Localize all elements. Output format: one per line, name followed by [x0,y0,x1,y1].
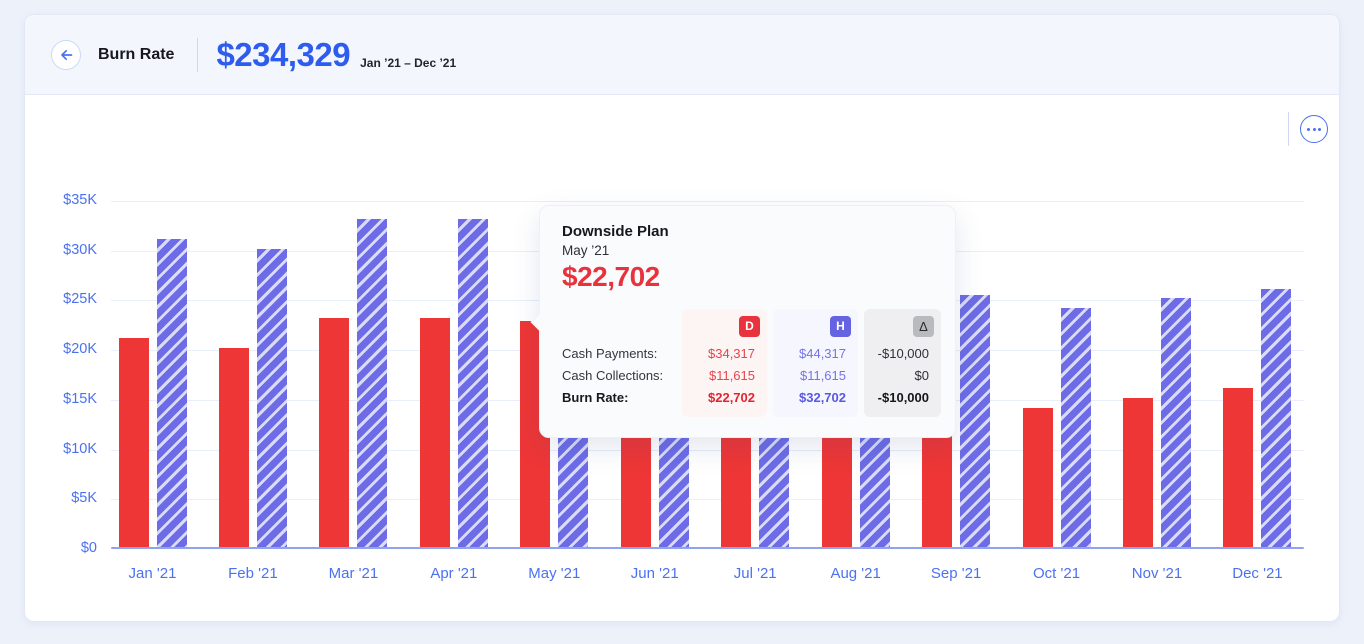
bar-mar-21-h-plan[interactable] [357,218,388,547]
bar-oct-21-h-plan[interactable] [1060,308,1091,547]
tooltip-table: Cash Payments: Cash Collections: Burn Ra… [562,309,941,417]
x-tick-label-mar-21: Mar '21 [328,565,379,582]
tooltip-series-name: Downside Plan [562,223,669,240]
bar-dec-21-h-plan[interactable] [1261,288,1292,547]
y-tick-label-$15K: $15K [63,390,97,407]
y-tick-label-$30K: $30K [63,241,97,258]
card-header: Burn Rate $234,329 Jan ’21 – Dec ’21 [25,15,1339,95]
bar-mar-21-downside[interactable] [319,318,350,547]
gridline-$35K [111,201,1304,202]
bar-oct-21-downside[interactable] [1022,407,1053,547]
x-axis-line [111,547,1304,549]
y-tick-label-$10K: $10K [63,440,97,457]
bar-apr-21-downside[interactable] [419,318,450,547]
tooltip-column-h-plan: H $44,317 $11,615 $32,702 [773,309,858,417]
bar-feb-21-downside[interactable] [218,348,249,547]
x-tick-label-feb-21: Feb '21 [228,565,278,582]
y-tick-label-$0: $0 [80,540,97,556]
bar-nov-21-downside[interactable] [1123,397,1153,547]
chart-tooltip: Downside Plan May ’21 $22,702 Cash Payme… [530,205,956,438]
gridline-$10K [111,449,1304,451]
x-tick-label-dec-21: Dec '21 [1232,565,1283,582]
tooltip-column-downside: D $34,317 $11,615 $22,702 [682,309,767,417]
bar-nov-21-h-plan[interactable] [1161,298,1191,547]
burn-rate-card: Burn Rate $234,329 Jan ’21 – Dec ’21 $0 $… [24,14,1340,622]
x-tick-label-jun-21: Jun '21 [630,565,679,582]
ellipsis-icon [1307,127,1321,131]
x-tick-label-nov-21: Nov '21 [1131,565,1183,582]
y-tick-label-$25K: $25K [63,291,97,308]
x-tick-label-apr-21: Apr '21 [430,565,478,582]
bar-jan-21-downside[interactable] [118,338,149,547]
arrow-left-icon [59,48,74,62]
bar-feb-21-h-plan[interactable] [256,248,287,547]
d-burn-rate: $22,702 [708,390,755,405]
delta-burn-rate: -$10,000 [877,390,929,405]
d-cash-collections: $11,615 [708,368,755,383]
delta-cash-collections: $0 [914,368,929,383]
bar-dec-21-downside[interactable] [1223,387,1254,547]
date-range-label: Jan ’21 – Dec ’21 [360,55,457,70]
tooltip-label-column: Cash Payments: Cash Collections: Burn Ra… [562,309,676,417]
x-tick-label-jan-21: Jan '21 [128,565,177,582]
chart-options-button[interactable] [1300,115,1328,143]
y-tick-label-$20K: $20K [63,341,97,358]
tooltip-column-delta: Δ -$10,000 $0 -$10,000 [864,309,941,417]
downside-plan-badge: D [739,315,760,337]
h-plan-badge: H [830,315,851,337]
delta-cash-payments: -$10,000 [877,346,929,361]
x-tick-label-may-21: May '21 [528,565,581,582]
x-tick-label-sep-21: Sep '21 [930,565,982,582]
back-button[interactable] [51,39,81,70]
bar-apr-21-h-plan[interactable] [457,218,488,547]
x-tick-label-jul-21: Jul '21 [733,565,777,582]
delta-icon: Δ [913,315,934,337]
x-tick-label-oct-21: Oct '21 [1033,565,1081,582]
menu-divider [1288,112,1289,146]
gridline-$5K [111,499,1304,501]
row-label-cash-collections: Cash Collections: [562,368,664,383]
tooltip-month: May ’21 [562,243,610,258]
page-title: Burn Rate [98,45,175,63]
h-cash-payments: $44,317 [799,346,846,361]
header-divider [197,37,199,72]
h-cash-collections: $11,615 [799,368,846,383]
y-tick-label-$35K: $35K [63,192,97,208]
bar-sep-21-h-plan[interactable] [960,295,991,547]
tooltip-burn-rate-value: $22,702 [562,261,660,292]
x-tick-label-aug-21: Aug '21 [830,565,881,582]
row-label-burn-rate: Burn Rate: [562,390,629,405]
total-burn-rate-value: $234,329 [216,35,351,73]
y-tick-label-$5K: $5K [71,490,97,507]
d-cash-payments: $34,317 [708,346,755,361]
row-label-cash-payments: Cash Payments: [562,346,658,361]
h-burn-rate: $32,702 [799,390,846,405]
bar-jan-21-h-plan[interactable] [156,238,187,547]
